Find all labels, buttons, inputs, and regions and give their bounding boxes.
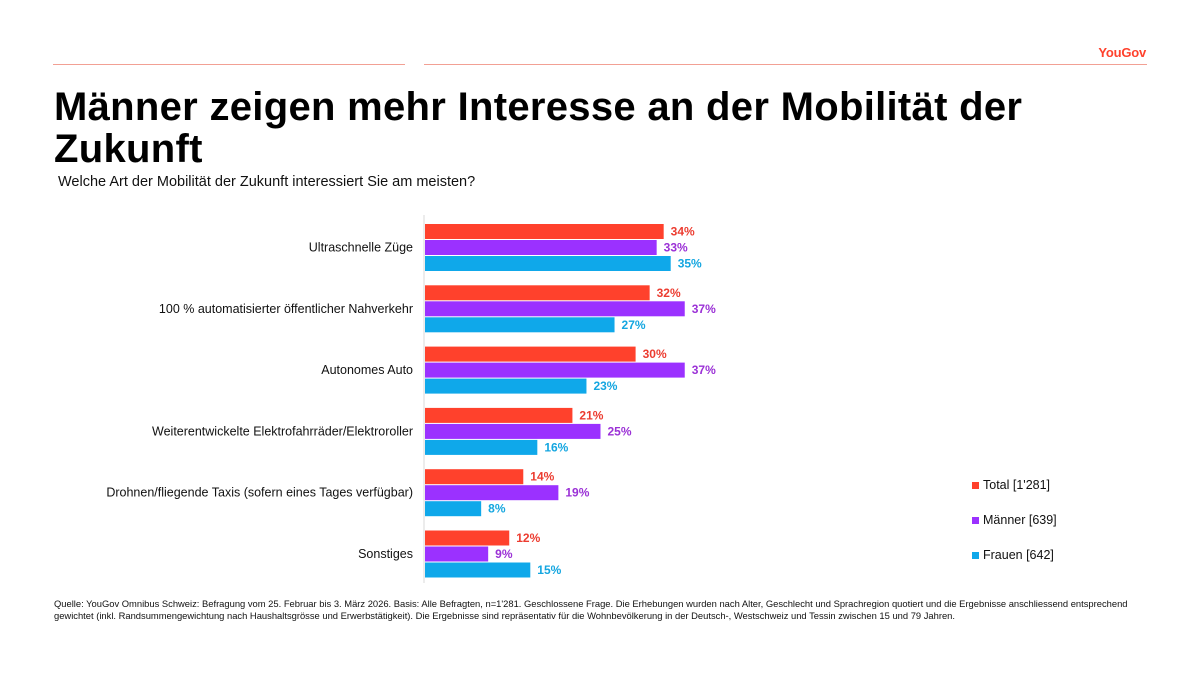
bar-maenner [425,485,559,501]
bar-frauen [425,256,671,271]
data-label-total: 14% [530,470,554,484]
bar-maenner [425,546,489,562]
bar-total [425,224,664,239]
data-label-maenner: 19% [565,486,589,500]
data-label-frauen: 16% [544,440,568,454]
legend-swatch-total [972,481,979,489]
bar-maenner [425,301,685,317]
data-label-maenner: 25% [608,424,632,438]
bar-frauen [425,378,587,394]
yougov-logo: YouGov [1098,45,1146,60]
bar-frauen [425,439,538,455]
bar-total [425,346,636,362]
bar-total [425,469,524,485]
data-label-maenner: 37% [692,363,716,377]
legend-swatch-maenner [972,516,979,524]
category-label: 100 % automatisierter öffentlicher Nahve… [159,302,413,316]
category-label: Weiterentwickelte Elektrofahrräder/Elekt… [152,424,413,438]
bar-total [425,530,510,546]
data-label-maenner: 37% [692,302,716,316]
bar-total [425,407,573,423]
source-footnote: Quelle: YouGov Omnibus Schweiz: Befragun… [54,598,1128,621]
data-label-total: 34% [671,225,695,239]
data-label-total: 30% [643,347,667,361]
data-label-frauen: 15% [537,563,561,577]
bar-maenner [425,423,601,439]
bar-maenner [425,362,685,378]
data-label-total: 21% [579,408,603,422]
header-rule-left [53,64,405,65]
header-rule-right [424,64,1147,65]
legend-item-maenner: Männer [639] [972,511,1057,529]
data-label-maenner: 33% [664,241,688,255]
data-label-frauen: 27% [622,318,646,332]
survey-question: Welche Art der Mobilität der Zukunft int… [58,174,476,190]
data-label-frauen: 23% [593,379,617,393]
legend-label-frauen: Frauen [642] [983,548,1054,562]
legend-item-frauen: Frauen [642] [972,546,1057,564]
bar-frauen [425,317,615,333]
legend-label-total: Total [1'281] [983,478,1051,492]
data-label-frauen: 8% [488,502,506,516]
legend-item-total: Total [1'281] [972,476,1057,494]
bar-total [425,285,650,301]
legend-label-maenner: Männer [639] [983,513,1057,527]
legend: Total [1'281] Männer [639] Frauen [642] [972,476,1057,581]
category-label: Drohnen/fliegende Taxis (sofern eines Ta… [106,486,413,500]
legend-swatch-frauen [972,551,979,559]
data-label-total: 12% [516,531,540,545]
data-label-frauen: 35% [678,257,702,271]
category-label: Ultraschnelle Züge [309,241,413,255]
bar-maenner [425,240,657,255]
data-label-maenner: 9% [495,547,513,561]
page-title: Männer zeigen mehr Interesse an der Mobi… [54,85,1023,171]
category-label: Sonstiges [358,547,413,561]
bar-frauen [425,562,531,578]
data-label-total: 32% [657,286,681,300]
bar-frauen [425,501,482,517]
category-label: Autonomes Auto [321,363,413,377]
